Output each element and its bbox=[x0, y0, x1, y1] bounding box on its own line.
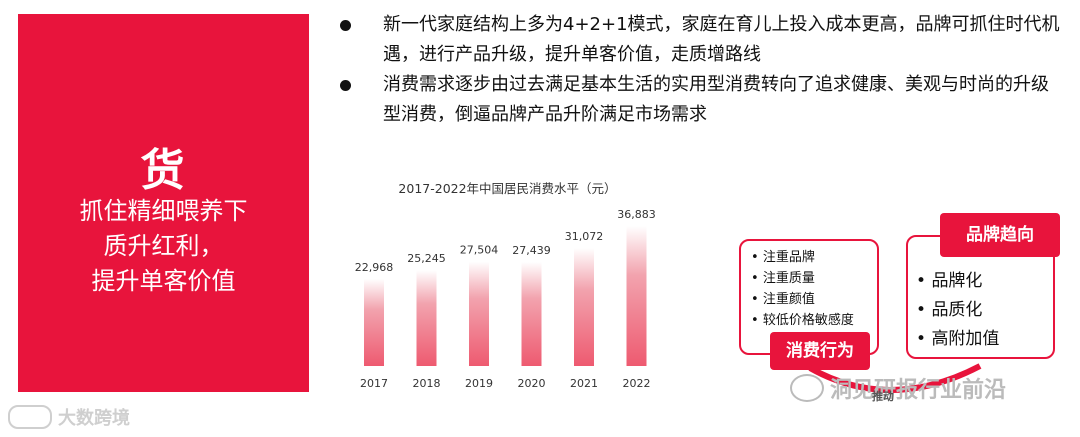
list-item: 较低价格敏感度 bbox=[751, 310, 877, 331]
bar-2020 bbox=[521, 261, 542, 366]
list-item: 注重质量 bbox=[751, 268, 877, 289]
bullet-dot-icon bbox=[340, 80, 351, 91]
bullet-list: 新一代家庭结构上多为4+2+1模式，家庭在育儿上投入成本更高，品牌可抓住时代机遇… bbox=[340, 10, 1060, 130]
bullet-item-2: 消费需求逐步由过去满足基本生活的实用型消费转向了追求健康、美观与时尚的升级型消费… bbox=[340, 70, 1060, 130]
bar-2022 bbox=[626, 225, 647, 366]
x-tick-label: 2022 bbox=[623, 377, 651, 390]
bar-2018 bbox=[416, 270, 437, 366]
x-tick-label: 2020 bbox=[518, 377, 546, 390]
bullet-item-1: 新一代家庭结构上多为4+2+1模式，家庭在育儿上投入成本更高，品牌可抓住时代机遇… bbox=[340, 10, 1060, 70]
panel-line-1: 抓住精细喂养下 bbox=[79, 197, 248, 225]
brand-trend-label: 品牌趋向 bbox=[940, 213, 1060, 257]
consumer-behavior-label: 消费行为 bbox=[770, 332, 870, 370]
bar-value-label: 27,439 bbox=[512, 244, 551, 257]
list-item: 注重颜值 bbox=[751, 289, 877, 310]
watermark-left-text: 大数跨境 bbox=[58, 408, 130, 429]
panel-line-3: 提升单客价值 bbox=[91, 267, 236, 295]
bar-2017 bbox=[364, 278, 384, 366]
bar-value-label: 22,968 bbox=[355, 261, 394, 274]
x-tick-label: 2021 bbox=[570, 377, 598, 390]
x-tick-label: 2019 bbox=[465, 377, 493, 390]
watermark-right: 洞见研报行业前沿 bbox=[790, 372, 1006, 404]
x-tick-label: 2017 bbox=[360, 377, 388, 390]
left-red-panel: 货 抓住精细喂养下 质升红利， 提升单客价值 bbox=[18, 14, 309, 392]
wechat-icon bbox=[790, 374, 824, 402]
bar-2021 bbox=[574, 248, 594, 366]
bullet-text-2: 消费需求逐步由过去满足基本生活的实用型消费转向了追求健康、美观与时尚的升级型消费… bbox=[383, 74, 1049, 125]
brand-trend-list: 品牌化 品质化 高附加值 bbox=[908, 267, 1053, 354]
push-label: 推动 bbox=[872, 390, 894, 403]
chart-title: 2017-2022年中国居民消费水平（元） bbox=[398, 181, 617, 196]
bar-value-label: 31,072 bbox=[565, 230, 604, 243]
bar-value-label: 27,504 bbox=[460, 244, 499, 257]
bar-value-label: 36,883 bbox=[617, 208, 656, 221]
watermark-left: 大数跨境 bbox=[8, 404, 130, 430]
logo-icon bbox=[8, 405, 52, 429]
x-tick-label: 2018 bbox=[413, 377, 441, 390]
bullet-dot-icon bbox=[340, 20, 351, 31]
push-arrow-icon bbox=[808, 363, 982, 393]
watermark-right-text: 洞见研报行业前沿 bbox=[830, 378, 1007, 403]
list-item: 注重品牌 bbox=[751, 247, 877, 268]
panel-subtitle: 抓住精细喂养下 质升红利， 提升单客价值 bbox=[18, 194, 309, 299]
list-item: 品牌化 bbox=[916, 267, 1053, 296]
bar-2019 bbox=[469, 261, 489, 366]
panel-title: 货 bbox=[140, 145, 187, 196]
consumption-bar-chart: 22,968 2017 25,245 2018 27,504 2019 27,439 2020… bbox=[355, 208, 656, 390]
consumer-behavior-list: 注重品牌 注重质量 注重颜值 较低价格敏感度 bbox=[741, 247, 877, 331]
panel-line-2: 质升红利， bbox=[103, 232, 224, 260]
bullet-text-1: 新一代家庭结构上多为4+2+1模式，家庭在育儿上投入成本更高，品牌可抓住时代机遇… bbox=[383, 14, 1060, 65]
list-item: 高附加值 bbox=[916, 325, 1053, 354]
list-item: 品质化 bbox=[916, 296, 1053, 325]
bar-value-label: 25,245 bbox=[407, 252, 446, 265]
